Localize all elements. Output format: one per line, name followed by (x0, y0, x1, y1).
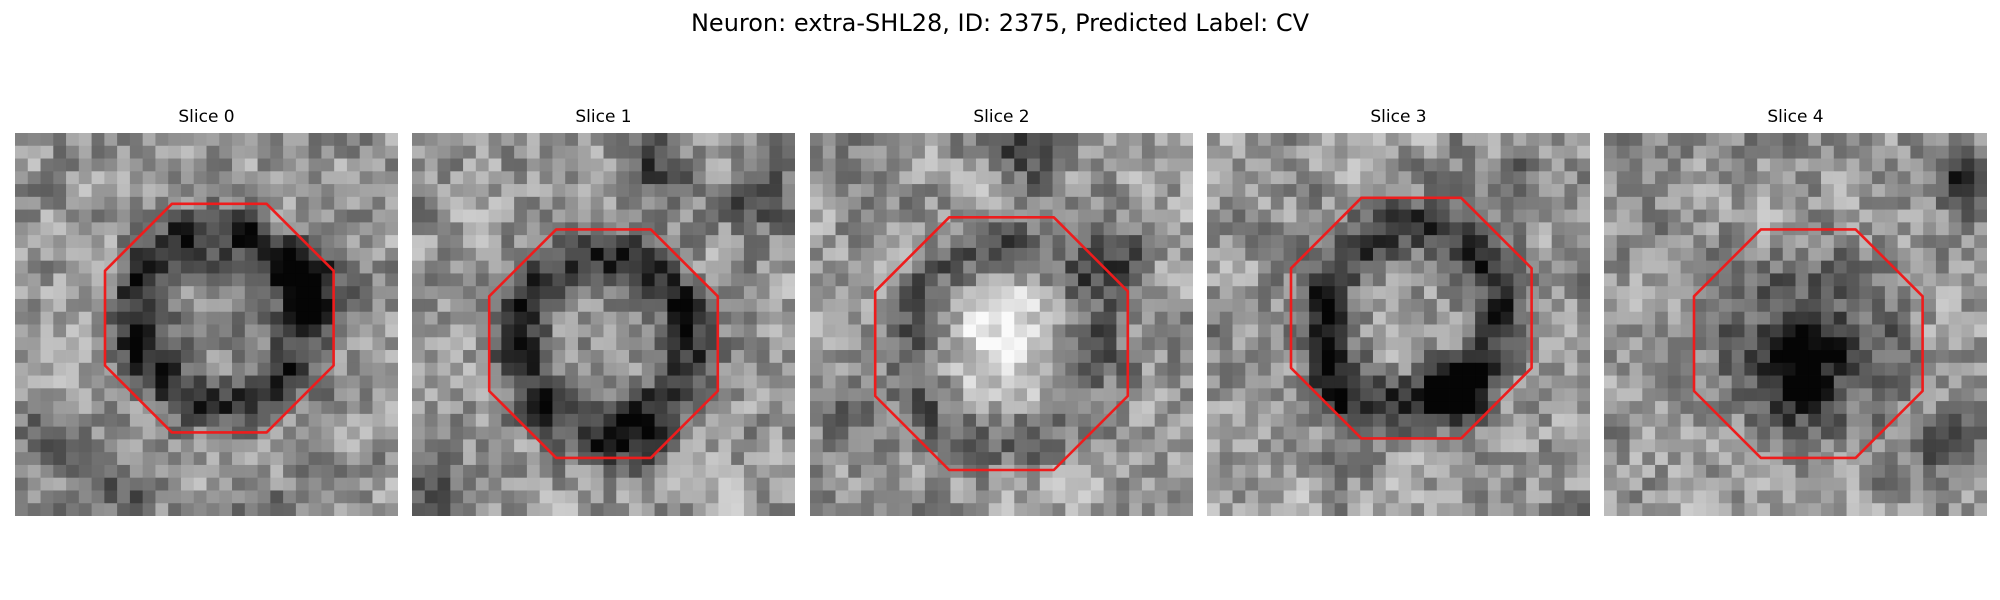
slice-image (810, 133, 1193, 516)
slice-title: Slice 4 (1767, 107, 1824, 127)
roi-outline (1289, 196, 1533, 440)
slice-panel-2: Slice 2 (810, 105, 1193, 516)
roi-outline (1692, 228, 1924, 460)
slice-image (412, 133, 795, 516)
roi-outline (103, 202, 335, 434)
slice-image (1604, 133, 1987, 516)
slice-panel-1: Slice 1 (412, 105, 795, 516)
slice-panel-0: Slice 0 (15, 105, 398, 516)
roi-outline (873, 216, 1130, 472)
roi-outline (487, 228, 720, 460)
slice-image (1207, 133, 1590, 516)
slice-title: Slice 2 (973, 107, 1030, 127)
slice-image (15, 133, 398, 516)
slice-panel-4: Slice 4 (1604, 105, 1987, 516)
figure-title: Neuron: extra-SHL28, ID: 2375, Predicted… (690, 9, 1310, 37)
slice-panel-3: Slice 3 (1207, 105, 1590, 516)
slice-title: Slice 3 (1370, 107, 1427, 127)
slice-title: Slice 0 (178, 107, 235, 127)
slice-title: Slice 1 (575, 107, 632, 127)
